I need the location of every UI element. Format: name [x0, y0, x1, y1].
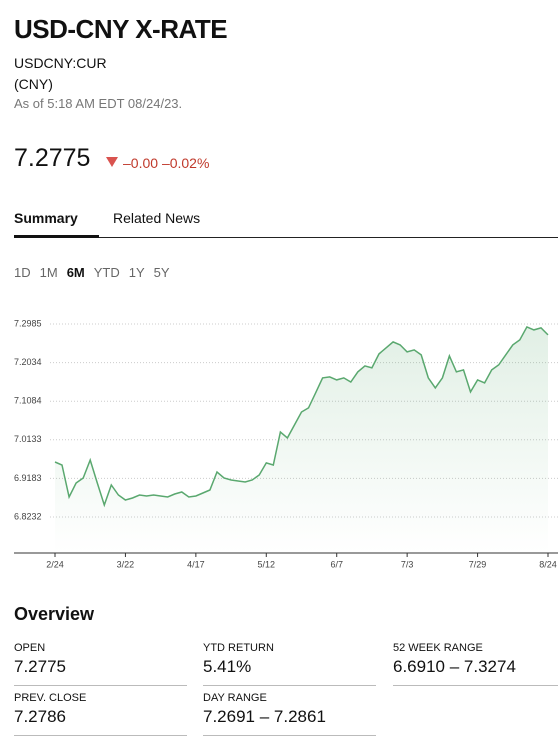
- overview-title: Overview: [14, 604, 95, 624]
- x-tick-label: 6/7: [330, 559, 343, 569]
- down-arrow: [106, 157, 118, 167]
- overview-label: 52 WEEK RANGE: [393, 642, 483, 654]
- tab[interactable]: Summary: [14, 210, 99, 238]
- x-tick-label: 5/12: [258, 559, 276, 569]
- y-tick-label: 6.8232: [14, 511, 42, 521]
- x-tick-label: 4/17: [187, 559, 205, 569]
- range-option[interactable]: 1M: [39, 265, 58, 280]
- divider: [14, 735, 187, 736]
- currency: (CNY): [14, 76, 53, 92]
- line: [54, 325, 549, 508]
- range-option[interactable]: 6M: [66, 265, 85, 280]
- x-tick-label: 8/24: [539, 559, 557, 569]
- range-option[interactable]: YTD: [93, 265, 120, 280]
- x-tick-label: 7/3: [401, 559, 414, 569]
- x-tick-label: 2/24: [46, 559, 64, 569]
- x-tick-label: 7/29: [469, 559, 487, 569]
- change-value: –0.00: [123, 155, 159, 171]
- overview-value: 7.2775: [14, 657, 66, 676]
- divider: [203, 735, 376, 736]
- area: [55, 326, 548, 553]
- y-tick-label: 7.2034: [14, 357, 42, 367]
- change: –0.00 –0.02%: [123, 155, 209, 171]
- overview-value: 6.6910 – 7.3274: [393, 657, 516, 676]
- overview-label: DAY RANGE: [203, 692, 267, 704]
- divider: [203, 685, 376, 686]
- divider: [14, 685, 187, 686]
- overview-label: YTD RETURN: [203, 642, 274, 654]
- overview-value: 7.2691 – 7.2861: [203, 707, 326, 726]
- range-selector: 1D 1M 6M YTD 1Y 5Y: [14, 265, 179, 280]
- overview-label: PREV. CLOSE: [14, 692, 87, 704]
- overview-value: 5.41%: [203, 657, 252, 676]
- tab[interactable]: Related News: [113, 210, 201, 226]
- y-tick-label: 7.2985: [14, 318, 42, 328]
- range-option[interactable]: 1D: [14, 265, 31, 280]
- y-tick-label: 7.1084: [14, 396, 42, 406]
- y-tick-label: 6.9183: [14, 473, 42, 483]
- y-tick-label: 7.0133: [14, 434, 42, 444]
- overview-value: 7.2786: [14, 707, 66, 726]
- range-option[interactable]: 1Y: [128, 265, 145, 280]
- as-of: As of 5:18 AM EDT 08/24/23.: [14, 96, 183, 111]
- chart: 6.8232 6.9183 7.0133 7.1084 7.2034 7.2985 2/24…: [14, 318, 558, 569]
- range-option[interactable]: 5Y: [153, 265, 170, 280]
- tabs: Summary Related News: [14, 210, 558, 238]
- title: USD-CNY X-RATE: [14, 14, 228, 44]
- x-tick-label: 3/22: [117, 559, 135, 569]
- price: 7.2775: [14, 144, 91, 172]
- ticker: USDCNY:CUR: [14, 55, 107, 71]
- change-percent: –0.02%: [161, 155, 210, 171]
- overview-label: OPEN: [14, 642, 46, 654]
- divider: [393, 685, 558, 686]
